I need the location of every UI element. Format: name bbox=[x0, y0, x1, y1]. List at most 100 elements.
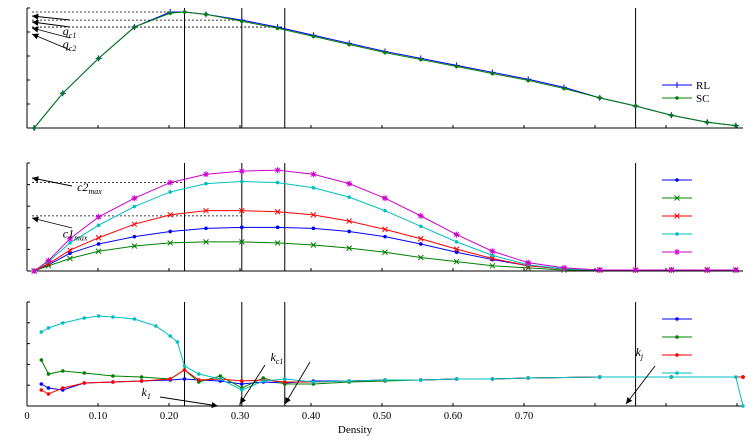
legend-marker bbox=[675, 178, 679, 182]
data-point bbox=[741, 404, 745, 408]
data-point bbox=[168, 190, 172, 194]
data-point bbox=[383, 208, 387, 213]
series-1 bbox=[32, 225, 738, 273]
x-tick-label: 0.50 bbox=[373, 411, 391, 422]
data-point bbox=[274, 240, 281, 246]
data-point bbox=[95, 213, 102, 220]
data-point bbox=[204, 181, 208, 186]
data-point bbox=[633, 104, 638, 108]
data-point bbox=[111, 315, 115, 319]
annotation-subscript: 1 bbox=[147, 392, 151, 401]
arrow-head bbox=[285, 397, 291, 404]
data-point bbox=[417, 254, 424, 261]
data-point bbox=[61, 369, 65, 373]
series-line bbox=[33, 210, 736, 272]
data-point bbox=[561, 264, 567, 271]
series-4 bbox=[39, 314, 745, 408]
data-point bbox=[669, 375, 674, 379]
data-point bbox=[66, 235, 73, 242]
legend-marker bbox=[675, 371, 679, 375]
data-point bbox=[132, 234, 137, 239]
arrow-head bbox=[626, 397, 633, 404]
annotation-subscript: max bbox=[74, 234, 88, 243]
data-point bbox=[132, 204, 137, 209]
data-point bbox=[274, 208, 281, 215]
data-point bbox=[168, 334, 172, 338]
legend-marker bbox=[674, 213, 680, 219]
series-line bbox=[33, 181, 736, 272]
series-line bbox=[33, 226, 736, 272]
x-tick-label: 0.60 bbox=[444, 411, 462, 422]
data-point bbox=[669, 113, 674, 118]
series-line bbox=[33, 11, 736, 129]
data-point bbox=[454, 250, 459, 255]
data-point bbox=[39, 382, 44, 386]
data-point bbox=[732, 266, 739, 273]
data-point bbox=[139, 375, 144, 379]
series-line bbox=[33, 11, 736, 129]
data-point bbox=[240, 379, 244, 383]
data-point bbox=[275, 225, 280, 230]
data-point bbox=[490, 71, 495, 76]
data-point bbox=[96, 242, 101, 246]
data-point bbox=[154, 324, 158, 328]
legend-marker bbox=[675, 317, 679, 321]
data-point bbox=[311, 186, 316, 190]
data-point bbox=[346, 218, 353, 224]
data-point bbox=[275, 26, 280, 31]
x-tick-label: 0.40 bbox=[302, 411, 320, 422]
data-point bbox=[168, 229, 172, 234]
data-point bbox=[182, 368, 187, 372]
data-point bbox=[490, 253, 495, 258]
annotation-label: c1max bbox=[63, 227, 88, 243]
data-point bbox=[261, 379, 266, 383]
data-point bbox=[382, 226, 388, 233]
data-point bbox=[82, 371, 87, 375]
data-point bbox=[68, 251, 72, 256]
data-point bbox=[240, 19, 244, 24]
x-tick-labels: 0 0.10 0.20 0.30 0.40 0.50 0.60 0.70 bbox=[24, 411, 533, 422]
data-point bbox=[346, 180, 353, 187]
data-point bbox=[67, 247, 73, 254]
data-point bbox=[175, 340, 180, 344]
data-point bbox=[274, 167, 281, 174]
arrow-shaft bbox=[31, 27, 71, 39]
data-point bbox=[182, 10, 187, 14]
data-point bbox=[310, 211, 317, 218]
data-point bbox=[311, 226, 316, 231]
series-4 bbox=[32, 179, 738, 273]
data-point bbox=[454, 377, 459, 381]
data-point bbox=[132, 25, 137, 29]
data-point bbox=[347, 195, 352, 199]
data-point bbox=[68, 241, 72, 245]
data-point bbox=[46, 326, 51, 330]
data-point bbox=[182, 377, 187, 381]
series-2 bbox=[31, 239, 739, 274]
series-3 bbox=[31, 207, 739, 274]
data-point bbox=[453, 258, 460, 265]
arrow-shaft bbox=[31, 217, 73, 229]
series-sc bbox=[32, 10, 738, 130]
data-point bbox=[525, 259, 532, 266]
arrow-head bbox=[32, 13, 39, 20]
legend-marker bbox=[675, 353, 679, 357]
data-point bbox=[218, 374, 223, 378]
data-point bbox=[61, 321, 65, 325]
annotation-label: kj bbox=[636, 345, 644, 361]
data-point bbox=[238, 168, 245, 175]
annotation-label: kc1 bbox=[270, 350, 283, 366]
data-point bbox=[45, 257, 52, 264]
data-point bbox=[347, 229, 352, 234]
data-point bbox=[132, 317, 137, 321]
data-point bbox=[39, 358, 44, 362]
data-point bbox=[182, 364, 187, 368]
data-point bbox=[61, 386, 65, 390]
data-point bbox=[489, 255, 496, 262]
data-point bbox=[310, 171, 317, 178]
data-point bbox=[419, 242, 423, 246]
data-point bbox=[240, 225, 244, 230]
data-point bbox=[203, 207, 209, 214]
data-point bbox=[139, 379, 144, 383]
